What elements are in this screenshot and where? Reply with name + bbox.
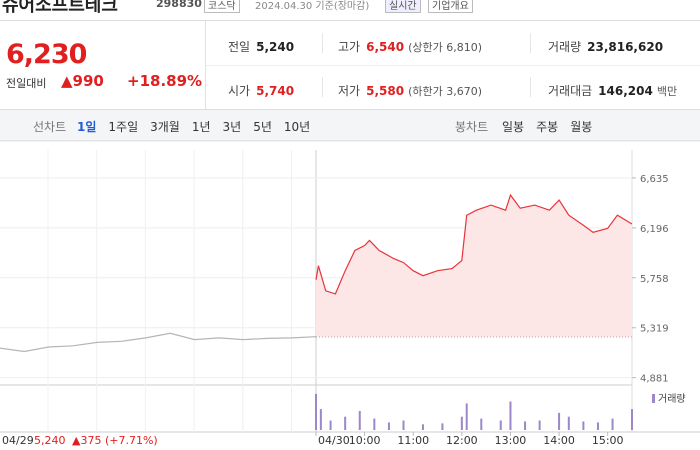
- x-tick-label: 11:00: [397, 434, 429, 447]
- legend-label: 거래량: [658, 393, 686, 405]
- volume-bar: [567, 416, 570, 430]
- volume-bar: [460, 416, 463, 430]
- footer-price: 5,240: [34, 434, 66, 447]
- stat: 시가 5,740: [228, 80, 294, 99]
- stat: 전일 5,240: [228, 36, 294, 55]
- price-line: [0, 332, 317, 353]
- volume-bar: [329, 420, 332, 430]
- x-tick-label: 13:00: [495, 434, 527, 447]
- price-line: [315, 193, 633, 295]
- volume-bar: [538, 420, 541, 430]
- area: [316, 195, 632, 337]
- volume-bar: [509, 401, 512, 430]
- stat-label: 고가: [338, 40, 361, 54]
- divider: [322, 77, 323, 97]
- market-badge: 코스닥: [204, 0, 240, 13]
- y-tick-label: 5,319: [640, 324, 669, 335]
- period-tab[interactable]: 5년: [253, 120, 272, 134]
- x-tick-label: 10:00: [349, 434, 381, 447]
- period-tab[interactable]: 1년: [191, 120, 211, 134]
- candle-tab[interactable]: 일봉: [502, 120, 525, 134]
- volume-bar: [480, 418, 483, 430]
- volume-bar: [344, 416, 347, 430]
- x-tick-label: 15:00: [592, 434, 624, 447]
- period-tab[interactable]: 3년: [222, 120, 242, 134]
- legend-swatch: [652, 394, 655, 403]
- volume-bar: [631, 409, 633, 430]
- volume-bar: [319, 409, 322, 430]
- summary: 6,230 전일대비 ▲990 +18.89% 전일 5,240 고가 6,540 (상…: [0, 20, 700, 110]
- stat-note: (하한가 3,670): [408, 85, 482, 98]
- divider: [530, 33, 531, 53]
- change: ▲990: [61, 72, 104, 90]
- stat: 고가 6,540 (상한가 6,810): [338, 36, 482, 55]
- volume-bar: [524, 421, 527, 430]
- date: 2024.04.30 기준(장마감): [255, 1, 370, 12]
- stat-unit: 백만: [656, 85, 678, 98]
- stat-value: 23,816,620: [587, 40, 664, 54]
- x-tick-label: 14:00: [543, 434, 575, 447]
- stat-value: 6,540: [366, 40, 405, 54]
- volume-bar: [421, 424, 424, 430]
- y-tick-label: 6,635: [640, 174, 669, 185]
- stat-label: 거래대금: [548, 84, 593, 98]
- volume-bar: [373, 418, 376, 430]
- stat-value: 5,580: [366, 84, 405, 98]
- volume-bar: [465, 403, 468, 430]
- change-rate: +18.89%: [127, 72, 203, 90]
- tab-group-label: 선차트: [33, 120, 67, 134]
- period-tab[interactable]: 3개월: [150, 120, 180, 134]
- y-tick-label: 6,196: [640, 224, 669, 235]
- divider: [530, 77, 531, 97]
- volume-bar: [358, 411, 361, 430]
- candle-tab[interactable]: 월봉: [570, 120, 593, 134]
- stat-note: (상한가 6,810): [408, 41, 482, 54]
- volume-bar: [611, 418, 614, 430]
- stock-code: 298830: [156, 0, 202, 10]
- tab-group-label: 봉차트: [455, 120, 489, 134]
- overview-button[interactable]: 기업개요: [428, 0, 473, 13]
- volume-bar: [315, 393, 317, 430]
- divider: [206, 65, 700, 66]
- footer-date: 04/29: [2, 434, 34, 447]
- volume-bar: [387, 422, 390, 430]
- stock-name: 슈어소프트테크: [2, 0, 118, 16]
- stat-value: 5,740: [256, 84, 295, 98]
- stat-label: 시가: [228, 84, 251, 98]
- volume-bar: [441, 423, 444, 430]
- volume-bar: [558, 412, 561, 430]
- stat-value: 146,204: [598, 84, 653, 98]
- volume-bar: [596, 422, 599, 430]
- y-tick-label: 5,758: [640, 274, 669, 285]
- volume-bar: [499, 420, 502, 430]
- divider: [322, 33, 323, 53]
- x-tick-label: 04/30: [318, 434, 350, 447]
- period-tab[interactable]: 1일: [77, 120, 97, 134]
- period-tab[interactable]: 10년: [283, 120, 311, 134]
- candle-tab[interactable]: 주봉: [536, 120, 559, 134]
- realtime-button[interactable]: 실시간: [385, 0, 421, 13]
- stat-label: 저가: [338, 84, 361, 98]
- y-tick-label: 4,881: [640, 374, 669, 385]
- stat: 거래대금 146,204 백만: [548, 80, 677, 99]
- stat: 거래량 23,816,620: [548, 36, 663, 55]
- stat-label: 거래량: [548, 40, 582, 54]
- stat-label: 전일: [228, 40, 251, 54]
- price: 6,230: [6, 39, 87, 70]
- volume-bar: [582, 421, 585, 430]
- period-tab[interactable]: 1주일: [108, 120, 139, 134]
- footer-change: ▲375 (+7.71%): [72, 434, 158, 447]
- stat-value: 5,240: [256, 40, 295, 54]
- x-tick-label: 12:00: [446, 434, 478, 447]
- change-label: 전일대비: [6, 77, 47, 90]
- stat: 저가 5,580 (하한가 3,670): [338, 80, 482, 99]
- volume-bar: [402, 420, 405, 430]
- divider: [205, 21, 206, 109]
